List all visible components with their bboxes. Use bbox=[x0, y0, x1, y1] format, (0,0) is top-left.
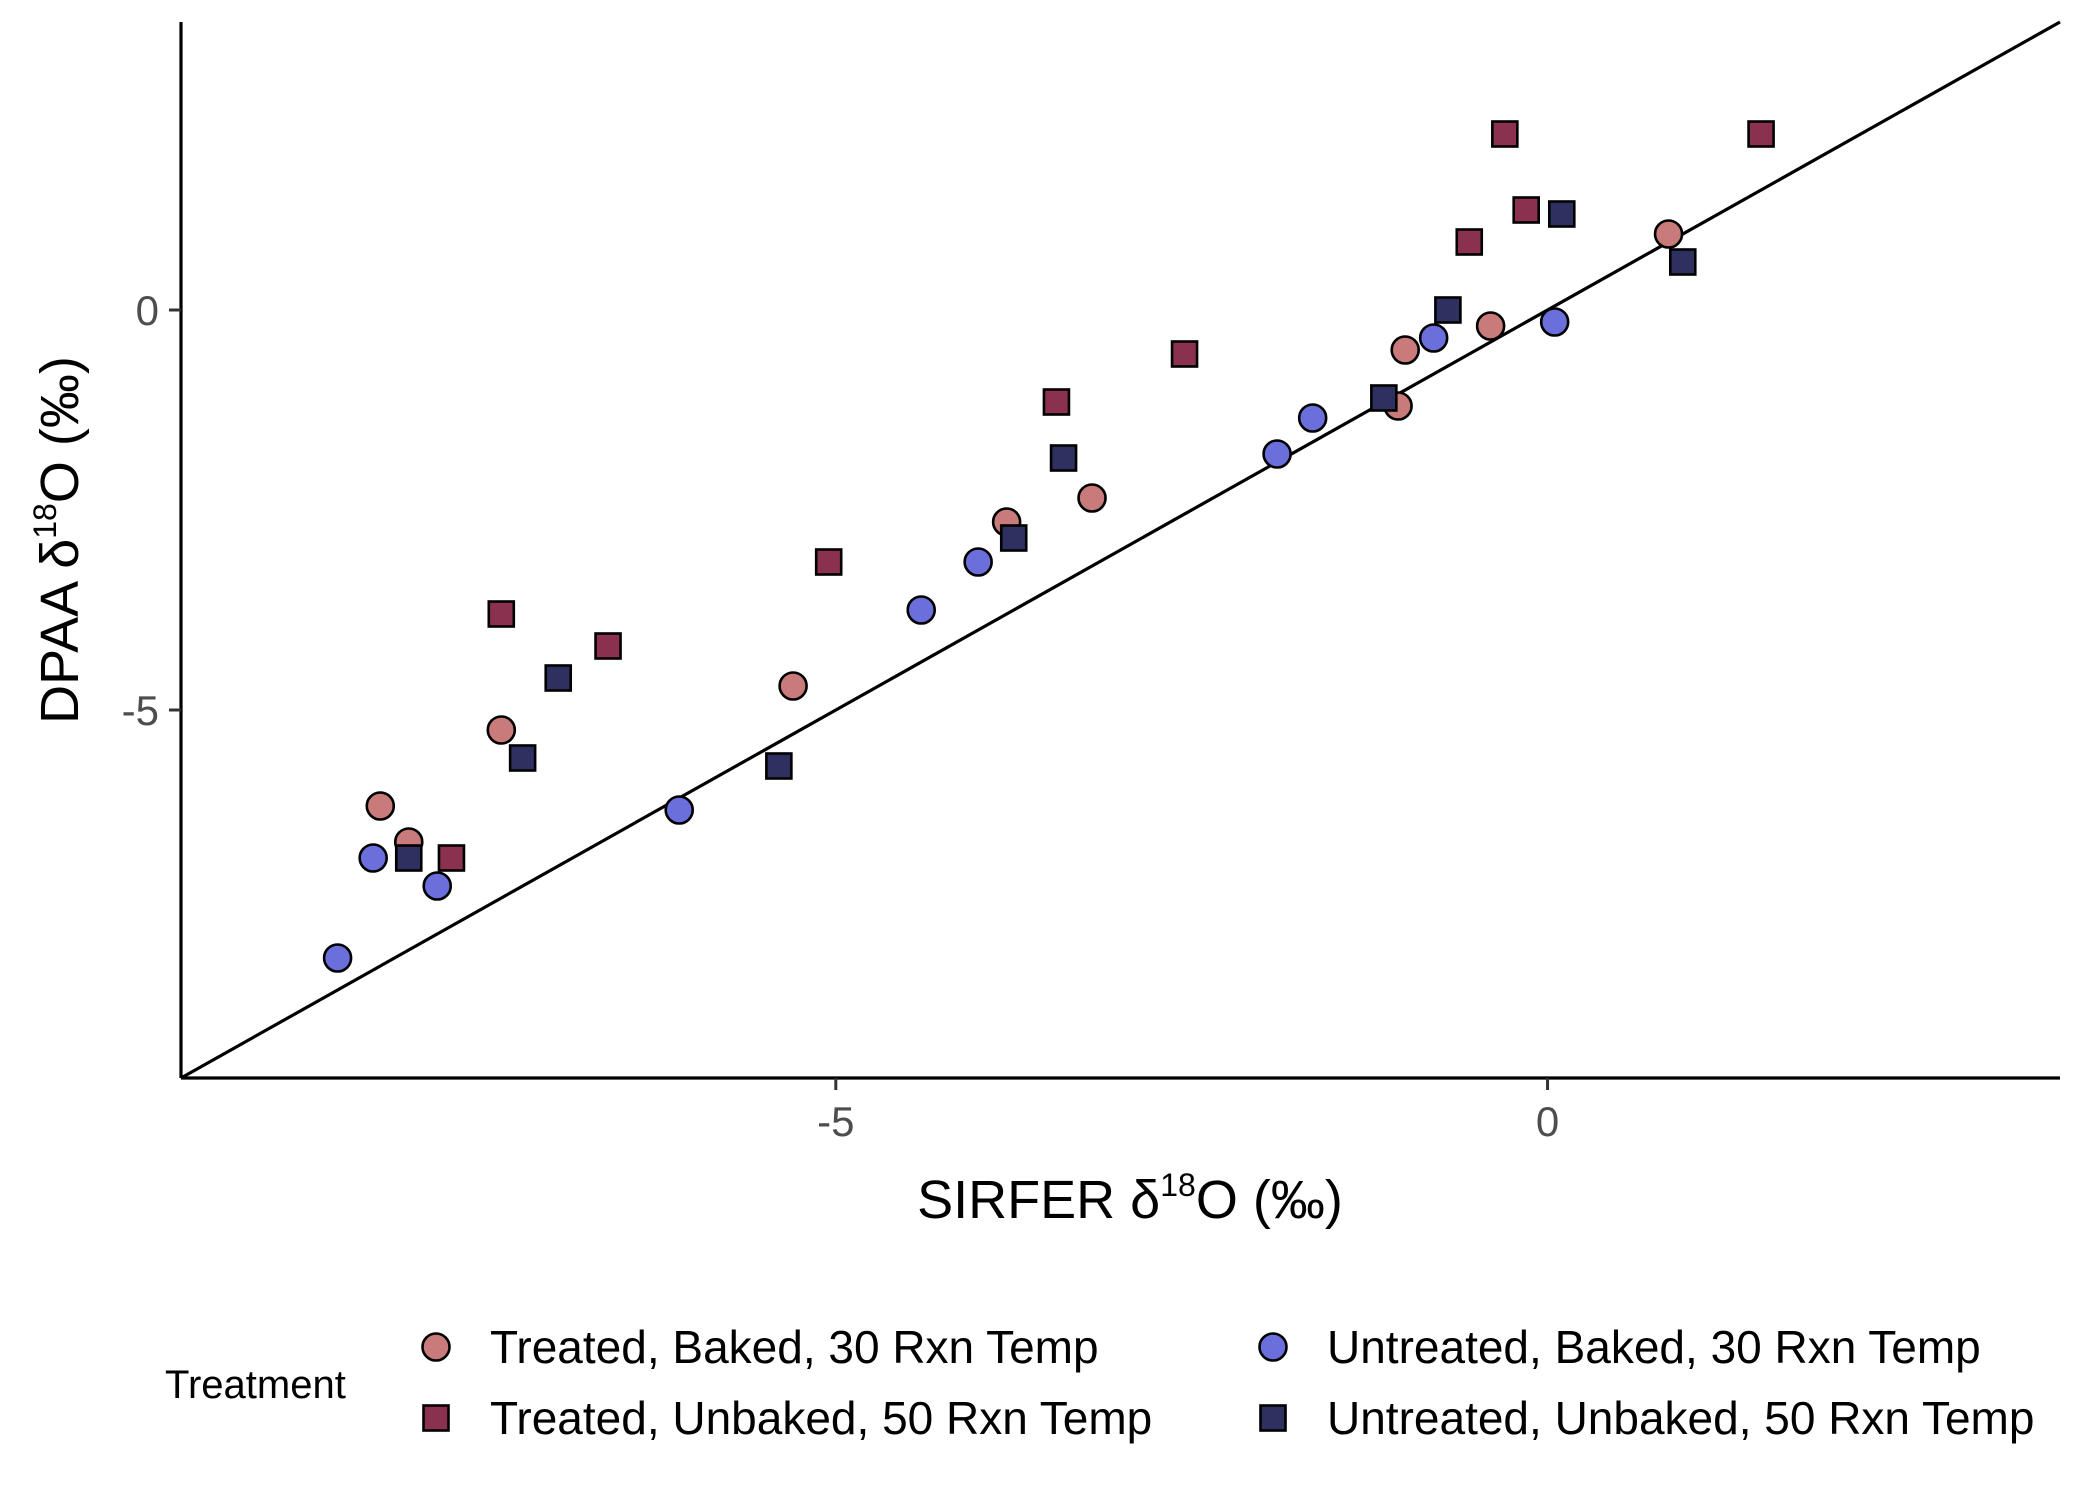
y-tick-label: -5 bbox=[122, 687, 159, 734]
data-point-circle bbox=[963, 547, 993, 577]
data-point-square bbox=[1491, 120, 1519, 148]
data-point-circle bbox=[365, 791, 396, 821]
y-axis-title: DPAA δ18O (‰) bbox=[27, 356, 90, 724]
plot-area bbox=[180, 20, 2061, 1080]
legend-marker-circle bbox=[1258, 1332, 1288, 1362]
y-tick-label: 0 bbox=[136, 287, 159, 334]
data-point-square bbox=[814, 548, 843, 576]
data-point-square bbox=[594, 632, 622, 660]
data-point-circle bbox=[1418, 323, 1449, 353]
legend-label: Untreated, Unbaked, 50 Rxn Temp bbox=[1327, 1392, 2034, 1444]
data-point-circle bbox=[664, 795, 695, 825]
data-point-circle bbox=[1390, 335, 1420, 365]
data-point-circle bbox=[778, 671, 808, 701]
legend: Treated, Baked, 30 Rxn Temp Untreated, Ba… bbox=[421, 1321, 2034, 1444]
data-point-circle bbox=[1262, 439, 1292, 469]
data-point-square bbox=[999, 524, 1028, 552]
legend-label: Treated, Baked, 30 Rxn Temp bbox=[490, 1321, 1099, 1373]
x-tick-label: -5 bbox=[817, 1098, 854, 1145]
data-point-circle bbox=[906, 595, 937, 625]
data-point-square bbox=[394, 844, 423, 872]
data-point-square bbox=[487, 600, 516, 628]
data-point-square bbox=[1747, 120, 1775, 148]
legend-marker-square bbox=[1259, 1404, 1287, 1432]
x-tick-label: 0 bbox=[1536, 1098, 1559, 1145]
data-point-circle bbox=[1653, 219, 1684, 249]
data-point-circle bbox=[1297, 403, 1328, 433]
data-point-circle bbox=[322, 943, 353, 973]
data-point-circle bbox=[422, 871, 453, 901]
axes: -5 0 0 -5 bbox=[122, 22, 2060, 1145]
series-square-group bbox=[437, 120, 1775, 872]
data-point-square bbox=[1370, 384, 1398, 412]
data-point-square bbox=[1434, 296, 1462, 324]
legend-title: Treatment bbox=[165, 1363, 346, 1407]
data-point-square bbox=[765, 752, 793, 780]
data-point-circle bbox=[1539, 307, 1570, 337]
identity-line bbox=[180, 20, 2061, 1080]
data-point-circle bbox=[1475, 311, 1506, 341]
x-axis-title: SIRFER δ18O (‰) bbox=[917, 1167, 1343, 1230]
data-point-square bbox=[1170, 340, 1199, 368]
data-point-square bbox=[508, 744, 537, 772]
data-point-square bbox=[1512, 196, 1540, 224]
data-point-circle bbox=[358, 843, 388, 873]
data-point-circle bbox=[486, 715, 517, 745]
data-point-square bbox=[1455, 228, 1484, 256]
data-point-square bbox=[1049, 444, 1078, 472]
data-point-square bbox=[437, 844, 466, 872]
data-point-square bbox=[1547, 200, 1576, 228]
legend-label: Untreated, Baked, 30 Rxn Temp bbox=[1327, 1321, 1981, 1373]
series-square-group bbox=[394, 200, 1697, 872]
legend-label: Treated, Unbaked, 50 Rxn Temp bbox=[490, 1392, 1152, 1444]
data-point-square bbox=[544, 664, 573, 692]
data-point-square bbox=[1668, 248, 1697, 276]
legend-marker-circle bbox=[421, 1332, 451, 1362]
series-circle-group bbox=[322, 307, 1570, 973]
data-point-square bbox=[1042, 388, 1071, 416]
data-point-circle bbox=[1077, 483, 1107, 513]
legend-marker-square bbox=[422, 1404, 450, 1432]
